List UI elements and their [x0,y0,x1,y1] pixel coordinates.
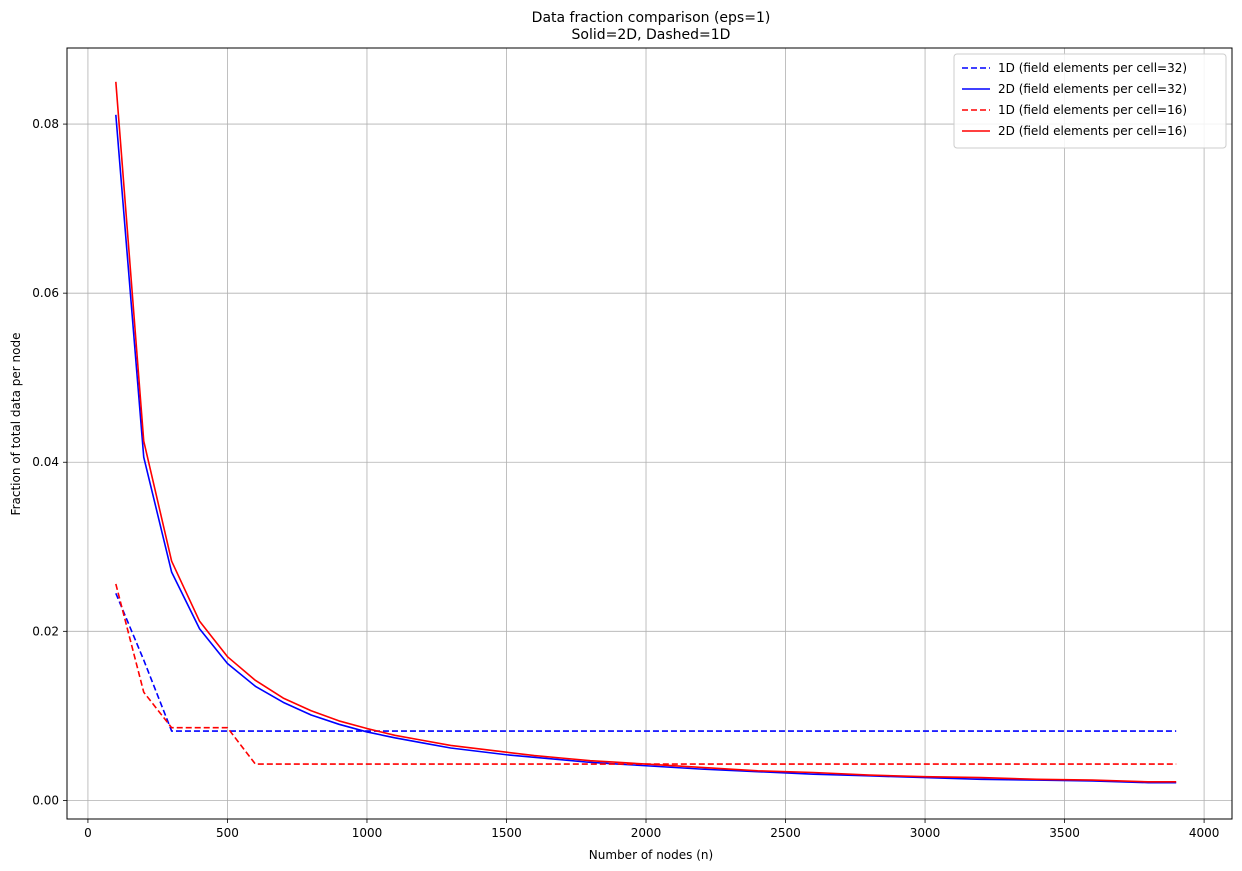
chart-title: Data fraction comparison (eps=1) [532,10,771,26]
series-lines [115,81,1177,784]
y-axis: 0.00 0.02 0.04 0.06 0.08 [32,117,67,807]
y-tick-label: 0.04 [32,455,59,469]
legend-label: 2D (field elements per cell=32) [998,82,1187,96]
x-axis: 0 500 1000 1500 2000 2500 3000 3500 4000 [84,819,1219,840]
x-tick-label: 4000 [1189,826,1220,840]
x-tick-label: 1000 [352,826,383,840]
x-tick-label: 2500 [770,826,801,840]
series-line-1 [115,592,1177,732]
series-line-4 [115,81,1177,783]
grid [67,48,1232,819]
x-tick-label: 500 [216,826,239,840]
x-tick-label: 3500 [1049,826,1080,840]
axes-frame [66,47,1233,820]
y-tick-label: 0.02 [32,624,59,638]
x-tick-label: 1500 [491,826,522,840]
x-tick-label: 2000 [631,826,662,840]
legend: 1D (field elements per cell=32) 2D (field… [953,53,1227,149]
x-tick-label: 0 [84,826,92,840]
legend-label: 1D (field elements per cell=32) [998,61,1187,75]
legend-label: 2D (field elements per cell=16) [998,124,1187,138]
series-line-2 [115,114,1177,784]
y-tick-label: 0.00 [32,793,59,807]
legend-box [953,53,1227,149]
chart-subtitle: Solid=2D, Dashed=1D [572,27,731,43]
series-line-3 [115,583,1177,765]
x-tick-label: 3000 [910,826,941,840]
y-tick-label: 0.06 [32,286,59,300]
x-axis-label: Number of nodes (n) [589,848,713,862]
plot-frame [66,47,1233,820]
legend-label: 1D (field elements per cell=16) [998,103,1187,117]
y-axis-label: Fraction of total data per node [9,333,23,516]
y-tick-label: 0.08 [32,117,59,131]
